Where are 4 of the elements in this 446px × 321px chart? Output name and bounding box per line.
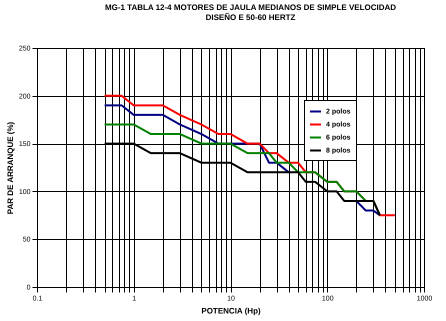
y-axis-title: PAR DE ARRANQUE (%): [6, 121, 15, 214]
x-axis-title: POTENCIA (Hp): [201, 306, 261, 316]
chart-title: MG-1 TABLA 12-4 MOTORES DE JAULA MEDIANOS DE SIMPLE VELOCIDAD: [104, 3, 396, 12]
chart-subtitle: DISEÑO E 50-60 HERTZ: [206, 12, 296, 22]
